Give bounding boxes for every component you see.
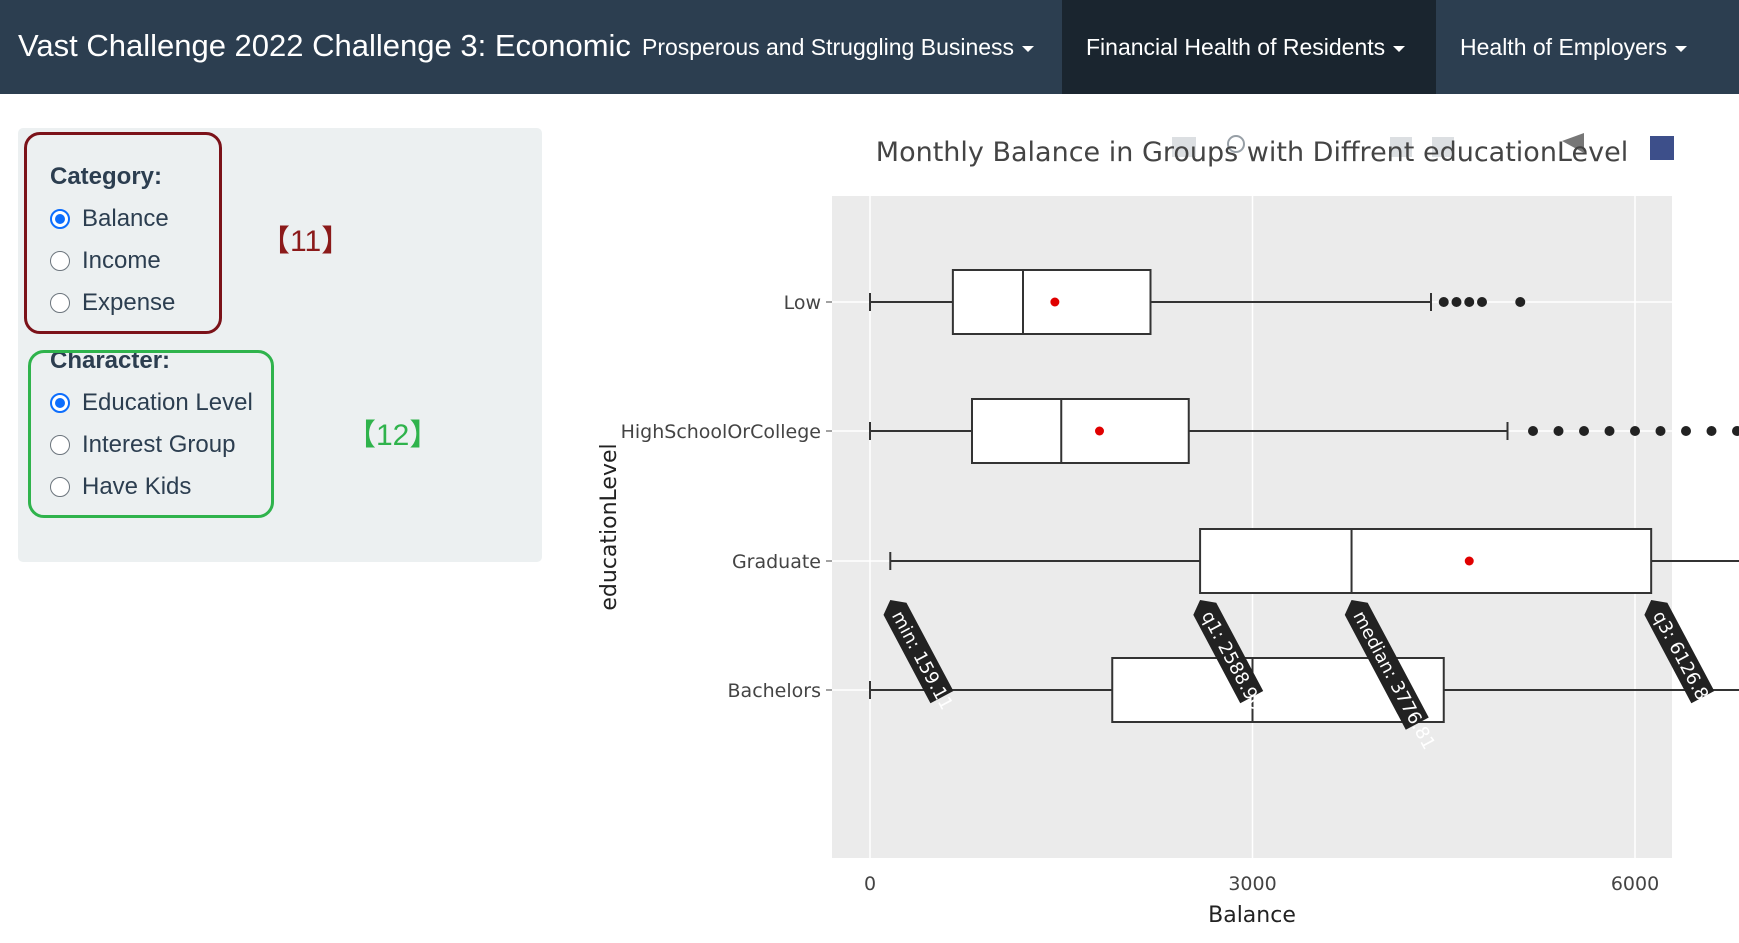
radio-button[interactable] xyxy=(50,393,70,413)
y-category-label: Low xyxy=(784,292,821,314)
chevron-down-icon xyxy=(1675,45,1688,52)
x-axis-ticks: 0300060009000120001500018000 xyxy=(864,873,1659,895)
app-title: Vast Challenge 2022 Challenge 3: Economi… xyxy=(18,28,631,63)
radio-label: Have Kids xyxy=(82,473,192,500)
radio-button[interactable] xyxy=(50,293,70,313)
box-Low xyxy=(869,269,1526,335)
outlier-point xyxy=(1451,297,1462,307)
mean-point xyxy=(1050,297,1060,307)
radio-button[interactable] xyxy=(50,251,70,271)
mean-point xyxy=(1464,556,1474,566)
outlier-point xyxy=(1438,297,1449,307)
outlier-point xyxy=(1630,426,1640,436)
x-tick-label: 6000 xyxy=(1611,873,1659,895)
radio-label: Interest Group xyxy=(82,431,236,458)
annotation-tag-12: 【12】 xyxy=(346,419,440,452)
x-tick-label: 3000 xyxy=(1228,873,1276,895)
menu-label: Prosperous and Struggling Business xyxy=(642,34,1015,60)
menu-label: Financial Health of Residents xyxy=(1086,34,1386,60)
radio-label: Expense xyxy=(82,289,176,316)
camera-icon[interactable] xyxy=(1172,137,1196,157)
y-axis-categories: Low HighSchoolOrCollege Graduate Bachelors xyxy=(621,292,832,702)
y-category-label: Bachelors xyxy=(728,680,821,702)
zoom-out-icon[interactable] xyxy=(1390,137,1412,157)
box-series xyxy=(869,269,1739,723)
zoom-icon[interactable] xyxy=(1227,135,1245,153)
menu-health-employers[interactable]: Health of Employers xyxy=(1436,0,1711,94)
outlier-point xyxy=(1464,297,1475,307)
annotation-tag-11: 【11】 xyxy=(260,225,352,258)
outlier-point xyxy=(1477,297,1487,307)
hover-label-background xyxy=(1193,600,1264,704)
outlier-point xyxy=(1528,426,1538,436)
box-HighSchoolOrCollege xyxy=(869,398,1739,464)
hover-label-background xyxy=(1644,600,1715,704)
mean-point xyxy=(1095,426,1104,436)
autoscale-icon[interactable] xyxy=(1432,137,1454,157)
outlier-point xyxy=(1515,297,1526,307)
sidebar-panel xyxy=(18,128,542,562)
top-navbar: Vast Challenge 2022 Challenge 3: Economi… xyxy=(0,0,1739,94)
outlier-point xyxy=(1681,426,1691,436)
menu-label: Health of Employers xyxy=(1460,34,1668,60)
chart-modebar xyxy=(1172,133,1674,160)
iqr-box xyxy=(1199,528,1653,594)
hover-label-background xyxy=(1344,600,1429,730)
iqr-box xyxy=(971,398,1190,464)
chevron-down-icon xyxy=(1393,45,1406,52)
y-axis-title: educationLevel xyxy=(597,443,622,610)
radio-button[interactable] xyxy=(50,435,70,455)
y-category-label: HighSchoolOrCollege xyxy=(621,421,821,443)
radio-label: Balance xyxy=(82,205,169,232)
chevron-down-icon xyxy=(1022,45,1035,52)
x-axis-title: Balance xyxy=(1208,903,1296,928)
x-tick-label: 0 xyxy=(864,873,876,895)
outlier-point xyxy=(1706,426,1717,436)
category-title: Category: xyxy=(50,163,163,190)
box-Graduate xyxy=(889,528,1739,594)
outlier-point xyxy=(1553,426,1564,436)
outlier-point xyxy=(1579,426,1589,436)
compare-hover-icon[interactable] xyxy=(1562,133,1584,153)
plotly-logo-icon[interactable] xyxy=(1650,136,1674,160)
outlier-point xyxy=(1655,426,1666,436)
character-highlight-box xyxy=(28,350,274,518)
outlier-point xyxy=(1732,426,1739,436)
radio-button[interactable] xyxy=(50,209,70,229)
chart-title: Monthly Balance in Groups with Diffrent … xyxy=(876,137,1628,168)
menu-prosperous-business[interactable]: Prosperous and Struggling Business xyxy=(618,0,1058,94)
radio-label: Income xyxy=(82,247,161,274)
menu-financial-health[interactable]: Financial Health of Residents xyxy=(1062,0,1436,94)
category-highlight-box xyxy=(24,132,222,334)
outlier-point xyxy=(1604,426,1615,436)
radio-button[interactable] xyxy=(50,477,70,497)
y-category-label: Graduate xyxy=(732,551,821,573)
radio-label: Education Level xyxy=(82,389,253,416)
hover-label-background xyxy=(883,600,954,704)
